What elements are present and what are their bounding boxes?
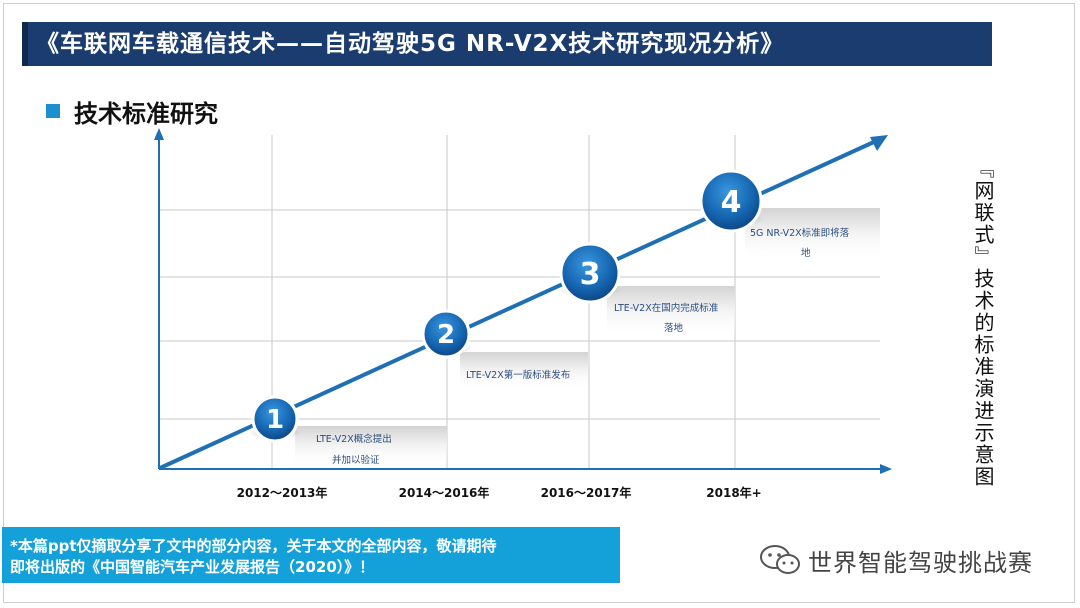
period-label-4: 2018年+ [706, 485, 761, 500]
wechat-icon [760, 545, 800, 574]
step-circle-1: 1 [249, 395, 301, 443]
step-4-label-line-2: 地 [801, 247, 811, 259]
watermark-text: 世界智能驾驶挑战赛 [808, 548, 1033, 577]
step-tab-1 [295, 426, 447, 468]
note-box: *本篇ppt仅摘取分享了文中的部分内容，关于本文的全部内容，敬请期待 即将出版的… [2, 527, 620, 583]
step-circle-3: 3 [558, 242, 622, 304]
note-line-1: *本篇ppt仅摘取分享了文中的部分内容，关于本文的全部内容，敬请期待 [10, 537, 497, 555]
step-3-number: 3 [580, 257, 601, 292]
side-caption: 『网联式』技术的标准演进示意图 [971, 158, 995, 488]
step-tab-4 [745, 208, 880, 262]
slide-frame [3, 3, 1075, 603]
axes [154, 128, 892, 474]
step-1-label-line-2: 并加以验证 [332, 454, 380, 466]
period-label-1: 2012～2013年 [237, 485, 328, 500]
section-title: 技术标准研究 [74, 99, 218, 128]
step-2-number: 2 [437, 320, 455, 350]
step-1-number: 1 [266, 405, 284, 435]
period-label-3: 2016～2017年 [541, 485, 632, 500]
step-3-label-line-1: LTE-V2X在国内完成标准 [614, 302, 719, 314]
watermark: 世界智能驾驶挑战赛 [758, 540, 1033, 580]
step-tab-3 [607, 286, 735, 338]
note-line-2: 即将出版的《中国智能汽车产业发展报告（2020）》！ [10, 558, 375, 576]
step-4-number: 4 [721, 185, 742, 220]
step-tab-2 [460, 352, 588, 392]
step-4-label-line-1: 5G NR-V2X标准即将落 [750, 227, 850, 239]
step-2-label-line-1: LTE-V2X第一版标准发布 [466, 369, 570, 381]
section-bullet-icon [46, 104, 60, 118]
step-circle-4: 4 [697, 169, 765, 233]
step-3-label-line-2: 落地 [664, 322, 684, 334]
step-circle-2: 2 [419, 309, 473, 359]
step-1-label-line-1: LTE-V2X概念提出 [316, 433, 392, 445]
period-label-2: 2014～2016年 [399, 485, 490, 500]
slide-title: 《车联网车载通信技术——自动驾驶5G NR-V2X技术研究现况分析》 [22, 22, 992, 66]
section-header: 技术标准研究 [46, 94, 218, 128]
